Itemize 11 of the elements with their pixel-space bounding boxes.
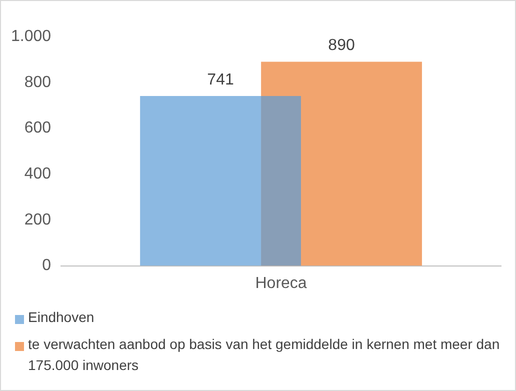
y-tick-label: 600 [24,120,52,137]
x-tick-label: Horeca [255,274,307,292]
data-label: 890 [328,37,355,54]
legend-label: Eindhoven [28,308,94,327]
y-tick-label: 1.000 [10,28,52,46]
y-tick-label: 200 [24,211,52,228]
data-label: 741 [207,71,234,88]
y-tick-label: 0 [42,257,52,274]
y-tick-label: 400 [24,166,52,183]
legend-label: te verwachten aanbod op basis van het gemiddelde in kernen met meer dan 175.000 inwoners [28,335,501,375]
y-tick-label: 800 [24,74,52,91]
